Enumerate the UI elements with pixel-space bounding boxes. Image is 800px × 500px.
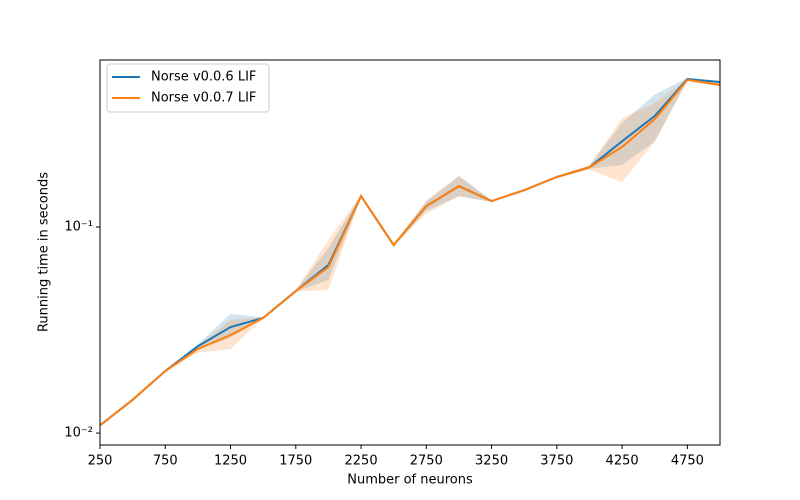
x-tick-label: 250 (88, 454, 113, 469)
legend-label: Norse v0.0.6 LIF (151, 70, 256, 85)
y-axis-label: Running time in seconds (37, 172, 52, 332)
line (100, 78, 720, 427)
x-tick-label: 4250 (606, 454, 639, 469)
y-tick-label: 10⁻² (64, 426, 93, 441)
x-tick-label: 1750 (279, 454, 312, 469)
x-axis-label: Number of neurons (347, 473, 473, 488)
x-tick-label: 2250 (345, 454, 378, 469)
band (100, 78, 720, 427)
x-tick-label: 2750 (410, 454, 443, 469)
legend-label: Norse v0.0.7 LIF (151, 91, 256, 106)
plot-area (100, 77, 720, 427)
axes-frame (99, 59, 721, 446)
x-tick-label: 750 (153, 454, 178, 469)
x-tick-label: 3250 (475, 454, 508, 469)
y-tick-label: 10⁻¹ (64, 220, 93, 235)
legend-box (106, 63, 270, 113)
x-tick-label: 4750 (671, 454, 704, 469)
x-tick-label: 1250 (214, 454, 247, 469)
x-tick-label: 3750 (540, 454, 573, 469)
